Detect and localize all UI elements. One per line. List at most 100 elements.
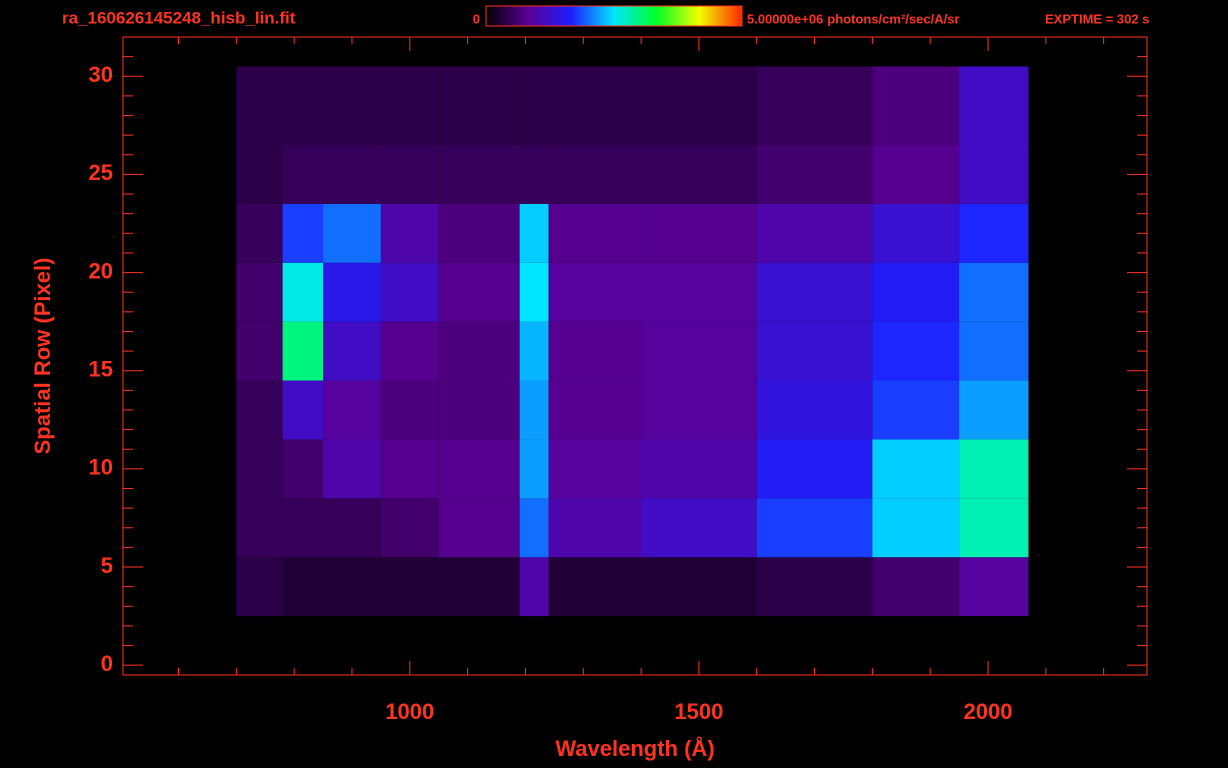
heatmap-cell <box>323 144 381 204</box>
heatmap-cell <box>236 203 283 263</box>
heatmap-cell <box>282 498 324 558</box>
heatmap-cell <box>641 321 757 381</box>
heatmap-cell <box>380 262 439 322</box>
heatmap-cell <box>756 144 873 204</box>
plot-frame <box>122 36 1148 676</box>
heatmap-cell <box>519 557 549 617</box>
y-axis-label: Spatial Row (Pixel) <box>30 258 55 455</box>
heatmap-cell <box>323 203 381 263</box>
heatmap-cell <box>548 66 642 145</box>
heatmap-cell <box>959 380 1029 440</box>
heatmap-cell <box>380 498 439 558</box>
heatmap-cell <box>959 321 1029 381</box>
heatmap-cell <box>236 144 283 204</box>
heatmap-cell <box>438 380 520 440</box>
colorbar <box>485 5 743 27</box>
y-tick-label: 30 <box>89 62 113 87</box>
y-tick-label: 5 <box>101 553 113 578</box>
annotation: EXPTIME = 302 s <box>1045 11 1149 26</box>
heatmap-cell <box>756 203 873 263</box>
colorbar-min-label: 0 <box>473 11 480 26</box>
heatmap-cell <box>323 498 381 558</box>
heatmap-cell <box>282 66 324 145</box>
y-tick-label: 10 <box>89 455 113 480</box>
heatmap-cell <box>959 66 1029 145</box>
heatmap-cell <box>872 66 960 145</box>
heatmap-cell <box>959 557 1029 617</box>
heatmap-cell <box>872 498 960 558</box>
heatmap-cell <box>548 321 642 381</box>
x-axis-label: Wavelength (Å) <box>555 735 714 761</box>
heatmap-cell <box>872 262 960 322</box>
heatmap-cell <box>519 321 549 381</box>
heatmap-cell <box>641 439 757 499</box>
heatmap-cell <box>438 203 520 263</box>
heatmap-cell <box>323 321 381 381</box>
heatmap-cell <box>959 439 1029 499</box>
heatmap-cell <box>519 380 549 440</box>
heatmap-cell <box>282 557 324 617</box>
heatmap-cell <box>380 380 439 440</box>
y-tick-label: 20 <box>89 258 113 283</box>
heatmap-cell <box>323 262 381 322</box>
heatmap-cell <box>438 262 520 322</box>
heatmap-cell <box>519 203 549 263</box>
heatmap-cell <box>641 498 757 558</box>
heatmap-cell <box>236 380 283 440</box>
x-tick-label: 2000 <box>964 699 1013 724</box>
heatmap-cell <box>641 203 757 263</box>
heatmap-cell <box>380 557 439 617</box>
heatmap-cell <box>323 439 381 499</box>
heatmap-cell <box>438 498 520 558</box>
heatmap-cell <box>548 557 642 617</box>
y-tick-label: 15 <box>89 357 113 382</box>
y-tick-label: 25 <box>89 160 113 185</box>
heatmap-cell <box>519 262 549 322</box>
heatmap-cell <box>380 66 439 145</box>
heatmap-cell <box>756 262 873 322</box>
heatmap-cell <box>282 321 324 381</box>
heatmap-cell <box>380 321 439 381</box>
heatmap-cell <box>236 321 283 381</box>
heatmap-cell <box>959 262 1029 322</box>
heatmap-cell <box>641 380 757 440</box>
heatmap-cell <box>282 439 324 499</box>
heatmap-cell <box>438 321 520 381</box>
heatmap-cell <box>872 144 960 204</box>
y-tick-label: 0 <box>101 651 113 676</box>
heatmap-cell <box>548 203 642 263</box>
x-tick-label: 1500 <box>674 699 723 724</box>
heatmap-cell <box>872 203 960 263</box>
heatmap-cell <box>519 439 549 499</box>
heatmap-cell <box>548 439 642 499</box>
heatmap-cell <box>548 380 642 440</box>
x-tick-label: 1000 <box>385 699 434 724</box>
heatmap-cell <box>323 380 381 440</box>
heatmap-cell <box>236 557 283 617</box>
heatmap-cell <box>519 66 549 145</box>
heatmap-cell <box>756 439 873 499</box>
heatmap-cell <box>641 262 757 322</box>
heatmap-cell <box>236 439 283 499</box>
heatmap-cell <box>872 557 960 617</box>
heatmap-cell <box>872 380 960 440</box>
heatmap-cell <box>641 144 757 204</box>
heatmap-cell <box>438 66 520 145</box>
heatmap-cell <box>519 498 549 558</box>
heatmap-cell <box>959 203 1029 263</box>
heatmap-cell <box>756 66 873 145</box>
chart-title: ra_160626145248_hisb_lin.fit <box>62 8 296 27</box>
heatmap-cell <box>236 66 283 145</box>
heatmap-cell <box>548 498 642 558</box>
heatmap-cell <box>756 557 873 617</box>
heatmap-cell <box>519 144 549 204</box>
heatmap-cell <box>282 262 324 322</box>
heatmap-cell <box>756 321 873 381</box>
heatmap-cell <box>641 557 757 617</box>
heatmap-cell <box>438 557 520 617</box>
heatmap-cell <box>380 203 439 263</box>
heatmap-cell <box>756 380 873 440</box>
heatmap-cell <box>380 144 439 204</box>
heatmap-cell <box>641 66 757 145</box>
